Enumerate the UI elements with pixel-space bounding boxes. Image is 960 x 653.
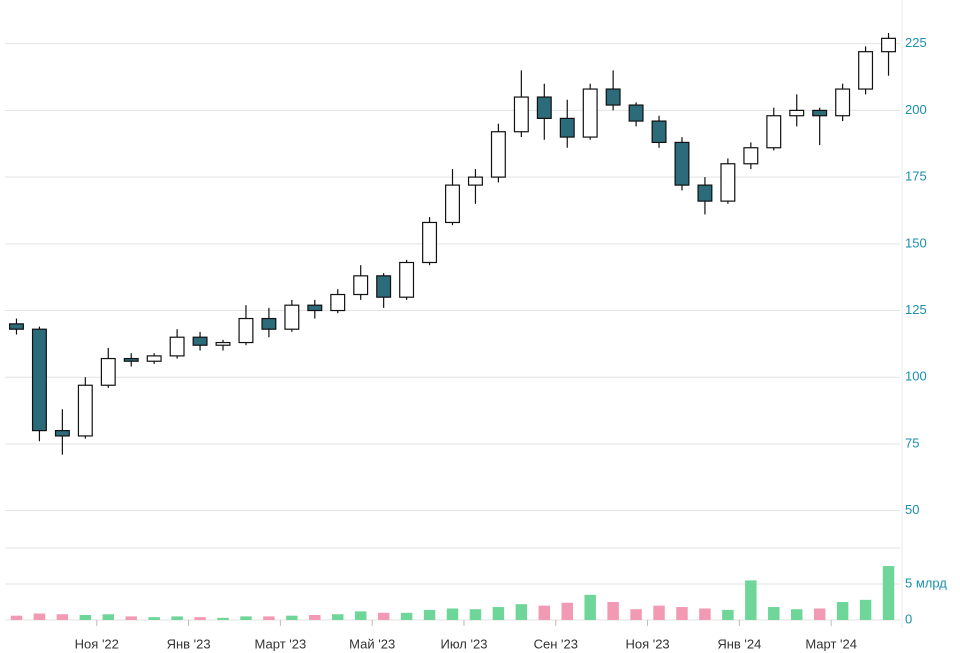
candle-body xyxy=(77,384,93,437)
candle-body xyxy=(284,304,300,330)
volume-bar xyxy=(240,616,252,620)
candle-body xyxy=(858,51,874,90)
candle-body xyxy=(490,131,506,178)
volume-bar xyxy=(10,615,23,620)
candle-body xyxy=(697,184,713,202)
volume-bar xyxy=(125,616,137,620)
volume-bar xyxy=(790,609,803,620)
candle-body xyxy=(536,96,552,120)
volume-bar xyxy=(79,614,92,620)
volume-bar xyxy=(561,602,573,620)
volume-bar xyxy=(171,616,183,620)
candle-body xyxy=(628,104,644,122)
candle-body xyxy=(54,430,70,437)
volume-bar xyxy=(469,609,482,620)
volume-bar xyxy=(56,614,69,620)
candle-body xyxy=(31,328,47,432)
candle-body xyxy=(651,120,667,144)
candle-body xyxy=(559,117,575,138)
candle-body xyxy=(789,109,805,117)
x-tick-label: Янв '23 xyxy=(167,636,211,651)
y-tick-label: 5 млрд xyxy=(905,575,947,590)
candle-body xyxy=(215,341,231,346)
candle-body xyxy=(238,317,254,344)
y-tick-label: 100 xyxy=(905,369,927,384)
volume-bar xyxy=(859,599,872,620)
candle-body xyxy=(422,221,438,264)
volume-bar xyxy=(446,608,459,620)
volume-bar xyxy=(423,609,436,620)
x-tick-label: Ноя '22 xyxy=(75,636,119,651)
candle-body xyxy=(8,323,24,330)
candle-body xyxy=(445,184,460,224)
y-tick-label: 150 xyxy=(905,235,927,250)
volume-bar xyxy=(653,605,665,620)
candle-body xyxy=(307,304,323,312)
candle-body xyxy=(467,176,483,186)
volume-bar xyxy=(538,605,551,620)
volume-bar xyxy=(263,616,275,620)
volume-bar xyxy=(676,607,688,620)
candle-body xyxy=(812,109,828,117)
volume-bar xyxy=(882,566,895,620)
volume-bar xyxy=(194,617,206,620)
x-tick-label: Март '23 xyxy=(255,636,307,651)
candle-body xyxy=(123,357,139,362)
candle-body xyxy=(513,96,529,133)
volume-bar xyxy=(768,607,780,620)
volume-bar xyxy=(33,613,46,620)
candle-body xyxy=(376,275,392,298)
y-tick-label: 75 xyxy=(905,435,919,450)
candle-body xyxy=(169,336,185,357)
candle-body xyxy=(743,147,759,165)
volume-bar xyxy=(813,608,826,620)
volume-bar xyxy=(584,594,596,620)
volume-bar xyxy=(400,612,413,620)
volume-bar xyxy=(699,608,711,620)
volume-bar xyxy=(630,609,642,620)
candle-body xyxy=(674,141,690,186)
y-tick-label: 0 xyxy=(905,611,912,626)
volume-bar xyxy=(102,614,115,620)
candle-body xyxy=(605,88,621,106)
x-tick-label: Ноя '23 xyxy=(625,636,669,651)
volume-bar xyxy=(354,611,367,620)
volume-bar xyxy=(745,580,757,620)
volume-bar xyxy=(836,602,849,620)
y-tick-label: 225 xyxy=(905,35,927,50)
x-tick-label: Март '24 xyxy=(805,636,857,651)
volume-bar xyxy=(492,607,505,620)
candle-body xyxy=(766,115,782,149)
volume-bar xyxy=(148,617,160,620)
y-tick-label: 175 xyxy=(905,169,927,184)
x-tick-label: Янв '24 xyxy=(717,636,761,651)
x-tick-label: Сен '23 xyxy=(534,636,578,651)
y-tick-label: 50 xyxy=(905,502,919,517)
volume-bar xyxy=(332,614,344,620)
volume-bar xyxy=(217,617,229,620)
volume-bar xyxy=(722,609,734,620)
candle-body xyxy=(261,317,277,330)
candle-body xyxy=(353,275,369,296)
y-tick-label: 200 xyxy=(905,102,927,117)
volume-bar xyxy=(377,612,390,620)
candle-body xyxy=(881,37,897,53)
candle-body xyxy=(399,261,415,298)
candle-body xyxy=(835,88,851,117)
y-tick-label: 125 xyxy=(905,302,927,317)
volume-bar xyxy=(607,602,619,620)
x-tick-label: Июл '23 xyxy=(440,636,487,651)
volume-bar xyxy=(286,615,298,620)
x-tick-label: Май '23 xyxy=(349,636,395,651)
volume-bar xyxy=(309,614,321,620)
candle-body xyxy=(146,355,162,362)
candle-body xyxy=(192,336,208,346)
volume-bar xyxy=(515,604,528,620)
candle-body xyxy=(330,293,346,312)
candle-body xyxy=(720,163,736,202)
candle-body xyxy=(582,88,598,138)
candle-body xyxy=(100,357,116,386)
